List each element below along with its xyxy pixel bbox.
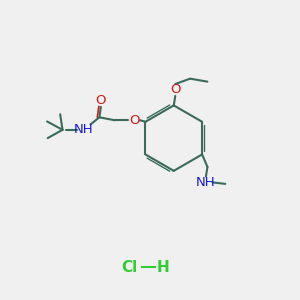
Text: O: O (96, 94, 106, 107)
Text: O: O (129, 114, 140, 127)
Text: NH: NH (74, 123, 94, 136)
Text: Cl: Cl (121, 260, 137, 275)
Text: NH: NH (196, 176, 216, 189)
Text: H: H (157, 260, 170, 275)
Text: O: O (170, 83, 181, 97)
